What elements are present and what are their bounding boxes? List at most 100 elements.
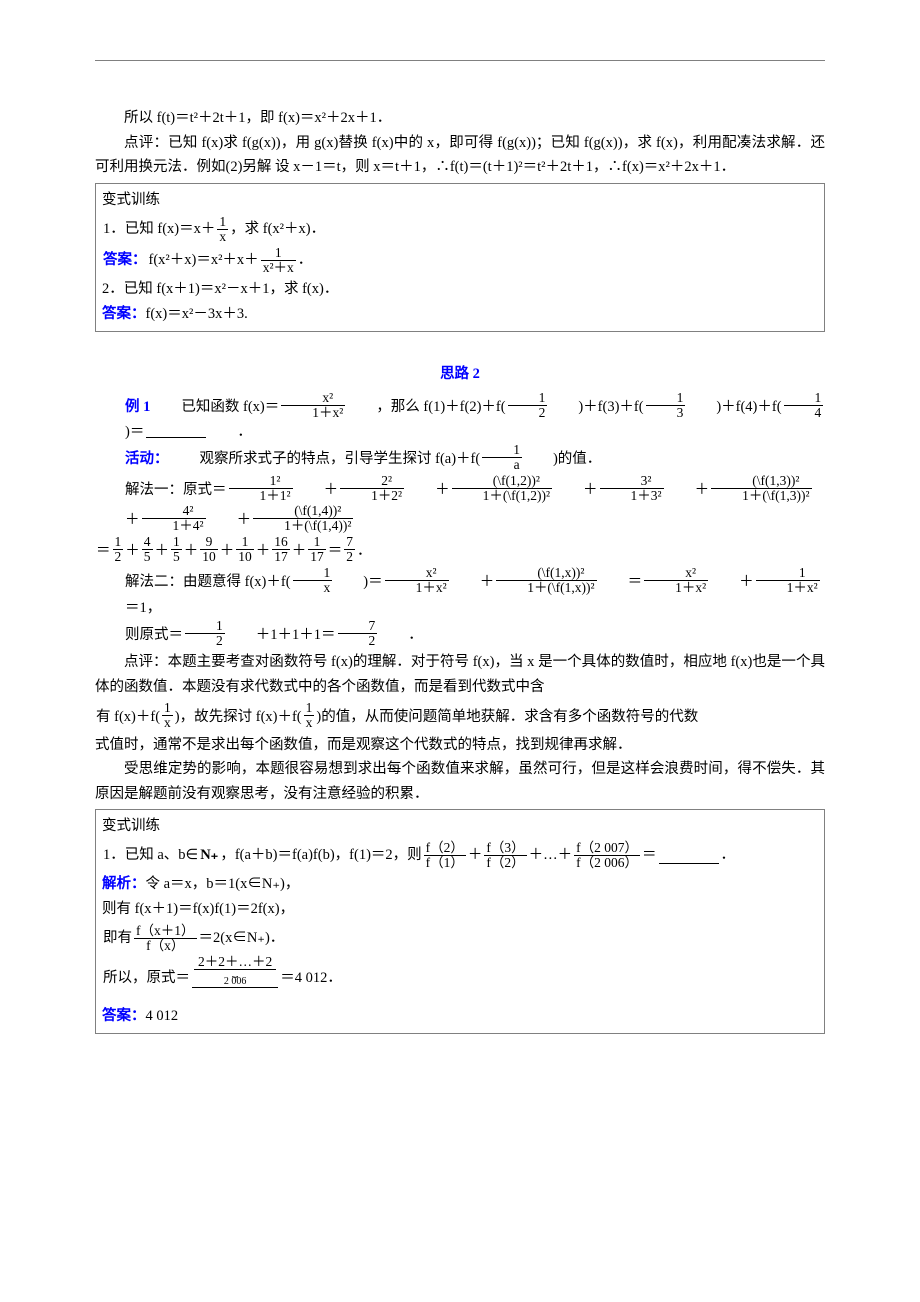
s1: 12 (113, 535, 124, 564)
a1-tail: ． (298, 248, 313, 273)
frac-den: 4 (784, 406, 824, 420)
frac-num: 1 (185, 619, 225, 634)
t6: 4²1＋4² (142, 504, 206, 533)
box1-q2: 2．已知 f(x＋1)＝x²－x＋1，求 f(x)． (102, 277, 818, 302)
frac-den: 1＋(\f(1,4))² (253, 519, 353, 533)
frac-den: 17 (308, 550, 326, 564)
t4: 3²1＋3² (600, 474, 664, 503)
plus: ＋ (155, 539, 170, 560)
paragraph-comment: 点评：已知 f(x)求 f(g(x))，用 g(x)替换 f(x)中的 x，即可… (95, 131, 825, 180)
frac-num: 1 (261, 246, 296, 261)
s4: 910 (200, 535, 218, 564)
period: ． (379, 623, 423, 644)
frac-num: 1 (293, 566, 333, 581)
frac-num: 2² (340, 474, 404, 489)
frac-den: x (304, 716, 315, 730)
answer-label: 答案： (103, 248, 147, 273)
t5: (\f(1,3))²1＋(\f(1,3))² (711, 474, 811, 503)
example1-statement: 例 1 已知函数 f(x)＝ x² 1＋x² ，那么 f(1)＋f(2)＋f( … (95, 391, 825, 441)
frac-num: 1 (784, 391, 824, 406)
frac-1-x-c: 1x (304, 701, 315, 730)
a1-lead: f(x²＋x)＝x²＋x＋ (149, 248, 259, 273)
frac-den: a (482, 458, 522, 472)
step3-lead: 即有 (103, 926, 132, 951)
underbrace-frac: 2＋2＋…＋2 ⏟ 2 006 (192, 955, 278, 1002)
fill-blank-2 (659, 848, 719, 864)
plus: ＋ (208, 508, 252, 529)
eq: ＝ (642, 843, 657, 868)
r3: f（2 007）f（2 006） (574, 841, 640, 870)
so-tail: ＝4 012． (280, 966, 342, 991)
frac-den: 10 (236, 550, 254, 564)
frac-den: 2 (185, 634, 225, 648)
ex1-lead: 已知函数 f(x)＝ (152, 395, 279, 416)
ex1-mid: ，那么 f(1)＋f(2)＋f( (347, 395, 505, 416)
frac-num: 1 (113, 535, 124, 550)
frac-1-over-x: 1 x (217, 215, 228, 244)
box1-title: 变式训练 (102, 188, 818, 213)
s5: 110 (236, 535, 254, 564)
blank-period-2: ． (721, 843, 736, 868)
activity-row: 活动： 观察所求式子的特点，引导学生探讨 f(a)＋f( 1a )的值． (95, 443, 825, 472)
frac-num: (\f(1,x))² (496, 566, 596, 581)
document-page: 所以 f(t)＝t²＋2t＋1，即 f(x)＝x²＋2x＋1． 点评：已知 f(… (0, 0, 920, 1302)
frac-den: f（2） (484, 856, 526, 870)
so-lead: 所以，原式＝ (103, 966, 190, 991)
example-label: 例 1 (96, 395, 150, 416)
equals: ＝ (599, 570, 643, 591)
period: ． (357, 539, 372, 560)
box1-a2: 答案：f(x)＝x²－3x＋3. (102, 302, 818, 327)
box2-so: 所以，原式＝ 2＋2＋…＋2 ⏟ 2 006 ＝4 012． (102, 955, 818, 1002)
activity-lead: 观察所求式子的特点，引导学生探讨 f(a)＋f( (171, 447, 481, 468)
frac-den: 3 (646, 406, 686, 420)
frac-den: 5 (142, 550, 153, 564)
frac-num: 1 (304, 701, 315, 716)
frac-den: 10 (200, 550, 218, 564)
then-lead: 则原式＝ (96, 623, 183, 644)
frac-den: x (217, 230, 228, 244)
r2: f（3）f（2） (484, 841, 526, 870)
frac-den: 1＋x² (385, 581, 449, 595)
frac-num: x² (644, 566, 708, 581)
box2-title: 变式训练 (102, 814, 818, 839)
label-comment: 点评： (124, 135, 168, 151)
frac-den: f（2 006） (574, 856, 640, 870)
plus: ＋ (256, 539, 271, 560)
step1: 令 a＝x，b＝1(x∈N₊)， (146, 876, 300, 892)
frac-den: 1＋(\f(1,x))² (496, 581, 596, 595)
s6: 1617 (272, 535, 290, 564)
n-plus: N₊ (200, 843, 218, 868)
solution1-line2: ＝ 12 ＋ 45 ＋ 15 ＋ 910 ＋ 110 ＋ 1617 ＋ 117 … (95, 535, 825, 564)
frac-num: x² (385, 566, 449, 581)
frac-num: 1 (508, 391, 548, 406)
frac-den: 1＋(\f(1,3))² (711, 489, 811, 503)
frac-den: 1＋1² (229, 489, 293, 503)
underbrace-group: 2＋2＋…＋2 ⏟ 2 006 (194, 955, 276, 987)
frac-num: 9 (200, 535, 218, 550)
frac-num: f（x＋1） (134, 924, 197, 939)
box2-step3: 即有 f（x＋1）f（x） ＝2(x∈N₊)． (102, 924, 818, 953)
frac-num: 7 (344, 535, 355, 550)
equals: ＝ (96, 539, 111, 560)
frac-num: 1 (236, 535, 254, 550)
frac-den: 1＋(\f(1,2))² (452, 489, 552, 503)
frac-den: 2 (113, 550, 124, 564)
box2-answer: 答案：4 012 (102, 1004, 818, 1029)
frac-num: 1 (646, 391, 686, 406)
plus: ＋ (184, 539, 199, 560)
analysis-label: 解析： (102, 876, 146, 892)
eq-one: ＝1， (96, 596, 161, 617)
frac-half: 12 (508, 391, 548, 420)
s2: 45 (142, 535, 153, 564)
t1: 1²1＋1² (229, 474, 293, 503)
q1-tail: ，求 f(x²＋x)． (230, 217, 325, 242)
plus: ＋ (666, 478, 710, 499)
then-mid: ＋1＋1＋1＝ (227, 623, 336, 644)
s3: 15 (171, 535, 182, 564)
activity-tail: )的值． (524, 447, 601, 468)
blank-period: ． (208, 420, 252, 441)
frac-num: (\f(1,2))² (452, 474, 552, 489)
u4: 11＋x² (756, 566, 820, 595)
cp2-lead: 有 f(x)＋f( (96, 705, 160, 726)
frac-den: 1＋3² (600, 489, 664, 503)
